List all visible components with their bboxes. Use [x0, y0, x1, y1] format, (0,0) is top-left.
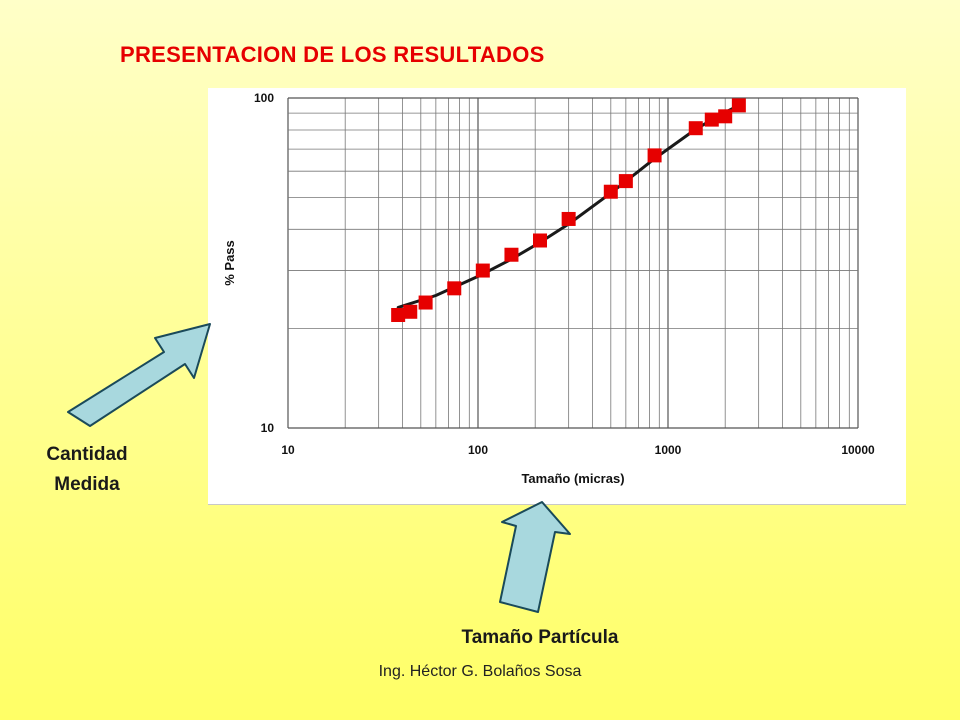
data-point-marker	[561, 211, 576, 226]
x-axis-label: Tamaño (micras)	[521, 471, 624, 486]
callout-measured-quantity: Cantidad Medida	[22, 440, 152, 500]
footer-author-text: Ing. Héctor G. Bolaños Sosa	[378, 663, 582, 680]
data-point-marker	[504, 247, 519, 262]
x-tick-label: 100	[468, 443, 488, 457]
data-point-marker	[704, 112, 719, 127]
data-point-marker	[391, 308, 406, 323]
data-point-marker	[603, 184, 618, 199]
data-points-layer	[391, 98, 746, 323]
data-point-marker	[418, 295, 433, 310]
data-point-marker	[688, 121, 703, 136]
arrow-to-y-axis-icon	[67, 323, 211, 427]
data-point-marker	[533, 233, 548, 248]
arrow-to-x-axis-icon	[499, 501, 571, 613]
y-tick-label: 100	[254, 91, 274, 105]
y-tick-label: 10	[261, 421, 275, 435]
callout-particle-size: Tamaño Partícula	[461, 627, 619, 648]
data-point-marker	[447, 281, 462, 296]
chart-panel: 10 100 1000 10000 10 100 Tamaño (micras) % Pa…	[208, 88, 906, 505]
data-point-marker	[647, 148, 662, 163]
y-axis-label: % Pass	[222, 240, 237, 286]
footer-author: Ing. Héctor G. Bolaños Sosa	[0, 663, 960, 681]
x-tick-label: 10	[281, 443, 295, 457]
callout-y-line2: Medida	[54, 474, 120, 495]
callout-y-line1: Cantidad	[46, 444, 128, 465]
chart-grid	[287, 97, 859, 429]
data-point-marker	[403, 304, 418, 319]
particle-size-chart: 10 100 1000 10000 10 100 Tamaño (micras) % Pa…	[222, 91, 875, 486]
data-point-marker	[475, 263, 490, 278]
chart-tick-labels: 10 100 1000 10000 10 100	[254, 91, 875, 457]
data-point-marker	[618, 174, 633, 189]
x-tick-label: 10000	[841, 443, 875, 457]
slide-title: PRESENTACION DE LOS RESULTADOS	[120, 42, 545, 67]
data-point-marker	[718, 109, 733, 124]
data-point-marker	[731, 98, 746, 113]
x-tick-label: 1000	[655, 443, 682, 457]
